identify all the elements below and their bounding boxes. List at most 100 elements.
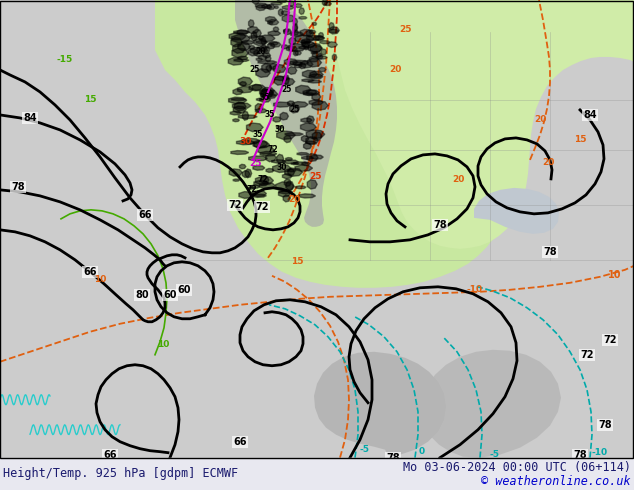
Text: 60: 60 bbox=[178, 285, 191, 295]
Polygon shape bbox=[314, 36, 320, 41]
Polygon shape bbox=[247, 123, 263, 132]
Text: 10: 10 bbox=[608, 270, 622, 280]
Polygon shape bbox=[254, 181, 269, 186]
Polygon shape bbox=[261, 90, 278, 99]
Text: 84: 84 bbox=[583, 110, 597, 120]
Polygon shape bbox=[313, 22, 316, 25]
Polygon shape bbox=[238, 115, 257, 119]
Text: 72: 72 bbox=[257, 175, 268, 184]
Polygon shape bbox=[278, 0, 287, 2]
Polygon shape bbox=[311, 51, 318, 54]
Polygon shape bbox=[302, 70, 318, 78]
Text: 66: 66 bbox=[83, 267, 97, 277]
Text: 30: 30 bbox=[277, 163, 287, 172]
Polygon shape bbox=[232, 48, 249, 58]
Polygon shape bbox=[291, 32, 303, 36]
Polygon shape bbox=[274, 75, 285, 85]
Polygon shape bbox=[284, 135, 292, 143]
Polygon shape bbox=[301, 118, 312, 122]
Polygon shape bbox=[261, 176, 269, 184]
Polygon shape bbox=[295, 35, 314, 43]
Polygon shape bbox=[309, 30, 316, 34]
Polygon shape bbox=[282, 5, 294, 9]
Polygon shape bbox=[280, 112, 288, 120]
Polygon shape bbox=[294, 18, 297, 25]
Polygon shape bbox=[306, 35, 325, 40]
Polygon shape bbox=[274, 102, 291, 107]
Polygon shape bbox=[290, 60, 309, 65]
Polygon shape bbox=[306, 40, 310, 43]
Polygon shape bbox=[302, 79, 314, 82]
Polygon shape bbox=[273, 117, 281, 122]
Polygon shape bbox=[273, 165, 291, 172]
Text: 78: 78 bbox=[11, 182, 25, 192]
Polygon shape bbox=[309, 100, 323, 105]
Polygon shape bbox=[256, 103, 263, 112]
Polygon shape bbox=[268, 43, 275, 49]
Polygon shape bbox=[283, 29, 291, 35]
Polygon shape bbox=[289, 1, 294, 6]
Text: 66: 66 bbox=[233, 437, 247, 447]
Polygon shape bbox=[313, 52, 322, 57]
Text: 25: 25 bbox=[250, 159, 262, 169]
Polygon shape bbox=[259, 55, 267, 60]
Polygon shape bbox=[252, 0, 259, 4]
Polygon shape bbox=[260, 151, 277, 156]
Polygon shape bbox=[307, 90, 317, 95]
Polygon shape bbox=[276, 131, 295, 140]
Polygon shape bbox=[228, 57, 243, 65]
Polygon shape bbox=[283, 78, 295, 85]
Polygon shape bbox=[299, 194, 316, 198]
Text: Mo 03-06-2024 00:00 UTC (06+114): Mo 03-06-2024 00:00 UTC (06+114) bbox=[403, 461, 631, 474]
Text: 35: 35 bbox=[260, 94, 270, 102]
Polygon shape bbox=[252, 84, 262, 90]
Polygon shape bbox=[302, 156, 313, 159]
Text: 20: 20 bbox=[389, 66, 401, 74]
Polygon shape bbox=[238, 77, 252, 86]
Polygon shape bbox=[233, 119, 240, 122]
Polygon shape bbox=[292, 101, 308, 107]
Polygon shape bbox=[233, 44, 245, 53]
Polygon shape bbox=[254, 29, 261, 37]
Polygon shape bbox=[242, 111, 249, 120]
Polygon shape bbox=[253, 140, 268, 148]
Polygon shape bbox=[236, 140, 255, 145]
Polygon shape bbox=[235, 102, 246, 111]
Polygon shape bbox=[303, 90, 320, 96]
Polygon shape bbox=[257, 98, 262, 100]
Polygon shape bbox=[232, 34, 250, 43]
Polygon shape bbox=[261, 45, 267, 51]
Polygon shape bbox=[259, 35, 275, 42]
Polygon shape bbox=[256, 109, 267, 113]
Text: © weatheronline.co.uk: © weatheronline.co.uk bbox=[481, 475, 631, 488]
Polygon shape bbox=[262, 49, 268, 52]
Polygon shape bbox=[285, 168, 302, 176]
Polygon shape bbox=[235, 0, 337, 227]
Polygon shape bbox=[250, 48, 262, 54]
Polygon shape bbox=[245, 169, 252, 178]
Text: 78: 78 bbox=[433, 220, 447, 230]
Polygon shape bbox=[306, 137, 318, 145]
Polygon shape bbox=[249, 20, 254, 27]
Text: 66: 66 bbox=[138, 210, 152, 220]
Polygon shape bbox=[306, 141, 316, 144]
Polygon shape bbox=[302, 41, 310, 48]
Text: 25: 25 bbox=[399, 25, 411, 34]
Polygon shape bbox=[266, 55, 271, 62]
Polygon shape bbox=[259, 89, 274, 96]
Polygon shape bbox=[242, 138, 260, 144]
Polygon shape bbox=[266, 154, 276, 162]
Polygon shape bbox=[307, 58, 321, 67]
Polygon shape bbox=[474, 188, 559, 234]
Polygon shape bbox=[299, 17, 307, 19]
Polygon shape bbox=[269, 22, 273, 24]
Text: 20: 20 bbox=[288, 196, 300, 204]
Polygon shape bbox=[233, 89, 243, 95]
Polygon shape bbox=[257, 47, 268, 49]
Polygon shape bbox=[288, 170, 296, 172]
Text: 20: 20 bbox=[534, 116, 546, 124]
Polygon shape bbox=[256, 176, 273, 185]
Polygon shape bbox=[288, 44, 306, 51]
Polygon shape bbox=[313, 132, 322, 141]
Polygon shape bbox=[293, 62, 302, 65]
